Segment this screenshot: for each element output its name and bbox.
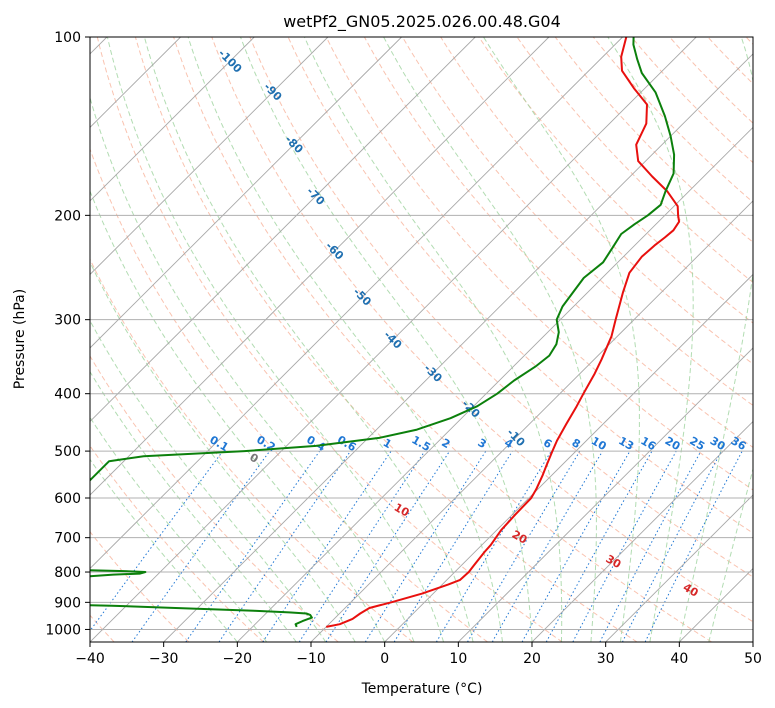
moist-adiabat-line (240, 37, 533, 642)
isotherm-line (90, 37, 329, 276)
x-axis-title: Temperature (°C) (361, 681, 483, 697)
mixing-ratio-line (131, 450, 271, 642)
x-tick-label: 30 (597, 651, 615, 667)
moist-adiabat-line (483, 37, 640, 642)
moist-adiabat-line (708, 467, 753, 642)
moist-adiabat-line (303, 37, 563, 642)
mixing-ratio-line (364, 450, 487, 642)
mixing-ratio-line (521, 450, 631, 642)
mixing-ratio-line (325, 450, 451, 642)
mixing-ratio-line (572, 450, 677, 642)
moist-adiabat-line (106, 37, 445, 642)
x-tick-label: 10 (449, 651, 467, 667)
dry-adiabats (90, 37, 753, 642)
isotherm-line (310, 200, 753, 642)
isotherm-line (90, 37, 255, 202)
mixing-ratio-line (90, 450, 224, 632)
x-tick-label: 20 (523, 651, 541, 667)
x-tick-label: −10 (296, 651, 326, 667)
isotherm-line (90, 37, 550, 496)
y-tick-label: 1000 (45, 622, 81, 638)
mixing-ratio-line (644, 450, 743, 642)
dry-adiabat-line (325, 37, 753, 491)
dry-adiabat-line (173, 37, 712, 642)
mixing-ratio-line (298, 450, 426, 642)
x-tick-label: 40 (670, 651, 688, 667)
dry-adiabat-line (90, 445, 264, 642)
dry-adiabat-line (249, 37, 753, 578)
moist-adiabat-line (90, 260, 356, 642)
y-tick-label: 500 (54, 444, 81, 460)
y-tick-label: 600 (54, 491, 81, 507)
y-axis: 100 200 300 400 500 600 700 800 900 1000 (45, 30, 90, 638)
dry-adiabat-line (440, 37, 753, 365)
mixing-ratio-line (545, 450, 653, 642)
moist-adiabat-line (607, 37, 694, 642)
moist-adiabat-line (90, 95, 415, 642)
dry-adiabat-line (211, 37, 753, 623)
mixing-ratio-line (262, 450, 392, 642)
y-tick-label: 400 (54, 387, 81, 403)
x-tick-label: −30 (149, 651, 179, 667)
pressure-gridlines (90, 37, 753, 630)
x-tick-label: −20 (223, 651, 253, 667)
temperature-profile-line (326, 37, 681, 628)
mixing-ratio-line (218, 450, 351, 642)
profile-series (90, 37, 681, 628)
moist-adiabat-line (90, 458, 238, 642)
x-tick-label: 50 (744, 651, 762, 667)
isotherm-line (605, 494, 753, 642)
isotherm-line (90, 37, 476, 423)
chart-title: wetPf2_GN05.2025.026.00.48.G04 (283, 12, 561, 32)
dry-adiabat-line (90, 530, 190, 642)
plot-frame (89, 36, 754, 643)
isotherm-line (90, 37, 697, 642)
isotherm-line (384, 273, 753, 642)
moist-adiabat-line (678, 37, 753, 642)
dry-adiabat-line (402, 37, 753, 406)
dry-adiabat-line (96, 37, 563, 642)
isotherm-line (90, 37, 623, 570)
y-tick-label: 900 (54, 595, 81, 611)
y-tick-label: 200 (54, 208, 81, 224)
moist-adiabat-line (187, 37, 503, 642)
isotherms (90, 37, 753, 642)
y-tick-label: 300 (54, 313, 81, 329)
y-tick-label: 700 (54, 531, 81, 547)
moist-adiabat-line (383, 37, 597, 642)
x-axis: −40 −30 −20 −10 0 10 20 30 40 50 (75, 642, 762, 667)
dry-adiabat-line (134, 37, 638, 642)
moist-adiabats (90, 37, 753, 642)
y-tick-label: 800 (54, 565, 81, 581)
isotherm-line (163, 53, 753, 642)
y-axis-title: Pressure (hPa) (12, 289, 28, 389)
x-tick-label: −40 (75, 651, 105, 667)
moist-adiabat-line (90, 319, 327, 642)
dry-adiabat-line (90, 147, 488, 642)
dry-adiabat-line (90, 355, 339, 642)
isotherm-line (90, 37, 402, 349)
mixing-ratio-line (185, 450, 321, 642)
x-tick-label: 0 (380, 651, 389, 667)
isotherm-line (237, 126, 753, 642)
moist-adiabat-line (143, 37, 474, 642)
y-tick-label: 100 (54, 30, 81, 46)
mixing-ratio-line (393, 450, 513, 642)
moist-adiabat-line (90, 189, 386, 642)
mixing-ratio-lines (90, 450, 743, 642)
isotherm-line (531, 420, 753, 642)
dewpoint-profile-line (90, 37, 676, 628)
isotherm-line (458, 347, 753, 642)
